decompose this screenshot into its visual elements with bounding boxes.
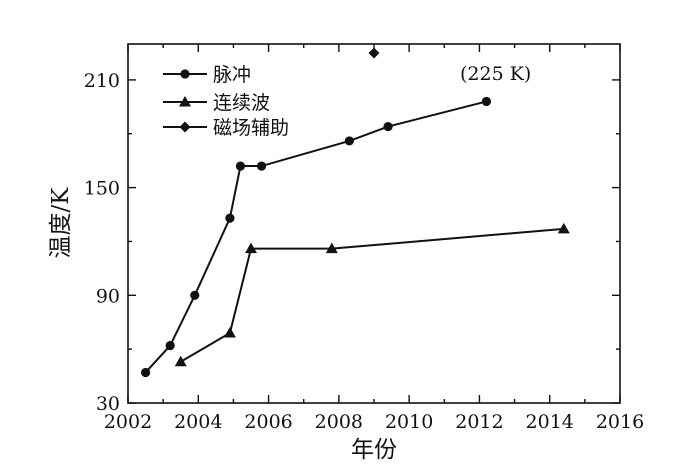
data-point-triangle (325, 242, 338, 254)
data-point-triangle (174, 355, 187, 367)
data-point-circle (344, 136, 354, 146)
data-point-circle (140, 367, 151, 378)
data-point-diamond (368, 47, 380, 59)
legend-marker (180, 69, 190, 79)
data-point-circle (481, 96, 492, 107)
x-tick-label: 2012 (455, 411, 503, 433)
data-point-circle (256, 161, 267, 171)
x-tick-label: 2006 (244, 411, 292, 433)
y-tick-label: 150 (84, 178, 120, 200)
series-layer (140, 47, 570, 378)
data-point-triangle (557, 222, 570, 234)
series-line (144, 100, 487, 374)
x-tick-label: 2008 (315, 411, 363, 433)
data-point-circle (383, 121, 393, 132)
legend-marker (179, 121, 191, 133)
series-1 (174, 222, 570, 367)
y-axis-label: 温度/K (48, 187, 74, 259)
y-tick-label: 210 (84, 70, 120, 92)
data-point-circle (225, 213, 235, 223)
legend-entry: 连续波 (163, 92, 270, 114)
x-tick-label: 2004 (174, 411, 222, 433)
legend-label: 连续波 (213, 92, 270, 114)
y-tick-label: 90 (96, 285, 120, 307)
x-tick-label: 2002 (104, 411, 152, 433)
legend-entry: 脉冲 (163, 64, 251, 86)
legend-entry: 磁场辅助 (163, 117, 289, 139)
data-point-triangle (245, 242, 257, 254)
axis-ticks (127, 44, 621, 404)
annotation-225k: (225 K) (460, 63, 531, 85)
y-tick-label: 30 (96, 393, 120, 415)
series-2 (368, 47, 380, 59)
x-tick-label: 2010 (385, 411, 433, 433)
legend-label: 脉冲 (213, 64, 251, 86)
data-point-circle (190, 290, 200, 300)
x-axis-label: 年份 (351, 437, 397, 463)
legend-label: 磁场辅助 (213, 117, 289, 139)
series-line (180, 227, 564, 363)
tick-labels: 2002 2004 2006 2008 2010 2012 2014 2016 30 90 150 2… (84, 70, 644, 433)
data-point-triangle (223, 326, 236, 338)
legend-marker (179, 96, 191, 107)
data-point-circle (165, 340, 175, 351)
data-point-circle (235, 161, 246, 171)
series-0 (140, 96, 492, 378)
x-tick-label: 2014 (526, 411, 574, 433)
x-tick-label: 2016 (596, 411, 644, 433)
